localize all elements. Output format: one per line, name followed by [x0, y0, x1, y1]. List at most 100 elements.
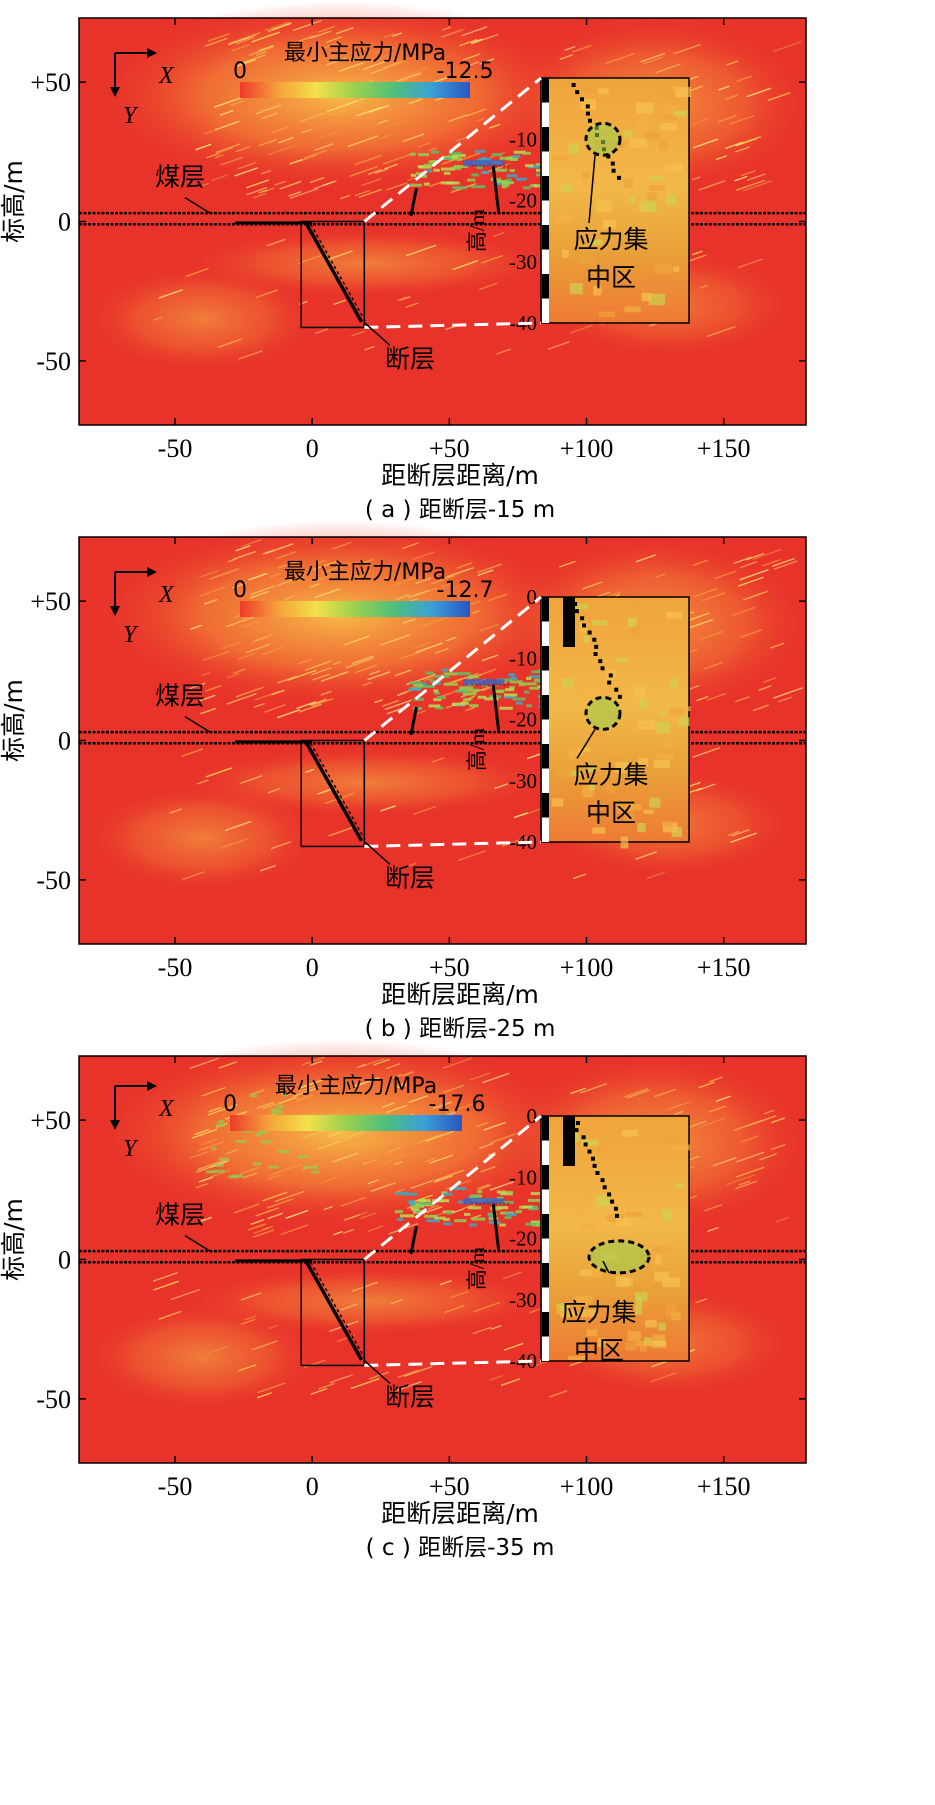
stress-streak	[479, 1142, 494, 1150]
stress-streak	[470, 33, 499, 45]
stress-streak	[674, 1110, 684, 1116]
inset-cell	[598, 311, 615, 317]
stress-streak	[427, 1204, 440, 1210]
stress-zone-fill	[586, 123, 620, 156]
zone-cell	[477, 1190, 483, 1194]
stress-streak	[304, 660, 332, 671]
stress-streak	[445, 636, 457, 642]
inset-cell	[569, 747, 585, 756]
inset-cell	[606, 753, 624, 763]
stress-streak	[353, 1077, 380, 1088]
zone-cell	[469, 704, 479, 708]
stress-streak	[383, 163, 398, 170]
inset-cell	[639, 698, 647, 710]
stress-streak	[261, 112, 278, 120]
stress-streak	[452, 672, 479, 683]
zone-cell	[297, 1155, 309, 1159]
inset-cell	[616, 1218, 631, 1226]
stress-streak	[235, 545, 251, 552]
stress-streak	[208, 568, 240, 580]
zone-cell	[453, 1187, 467, 1191]
zone-cell	[268, 1165, 279, 1169]
stress-streak	[255, 50, 267, 56]
zone-cell	[454, 153, 466, 157]
zone-cell	[501, 1200, 514, 1204]
inset-cell	[630, 804, 642, 811]
inset-cell	[652, 1246, 671, 1253]
zone-cell	[506, 1190, 513, 1194]
inset-cell	[636, 102, 654, 114]
stress-streak	[331, 541, 352, 550]
colorbar-max-label: -12.7	[437, 578, 494, 603]
stress-streak	[386, 707, 402, 715]
stress-streak	[742, 590, 769, 601]
stress-streak	[470, 38, 483, 44]
zone-cell	[476, 166, 483, 170]
stress-streak	[240, 538, 262, 548]
stress-streak	[296, 701, 317, 710]
stress-streak	[207, 33, 230, 42]
inset-cell	[665, 163, 683, 172]
inset-crack-dot	[607, 680, 612, 685]
stress-streak	[208, 1106, 222, 1113]
zone-cell	[488, 1217, 499, 1221]
y-axis-label: 标高/m	[0, 679, 28, 762]
inset-crack-dot	[573, 602, 578, 606]
inset-cell	[664, 1135, 679, 1145]
inset-cell	[625, 1342, 637, 1351]
stress-streak	[462, 74, 479, 82]
stress-streak	[402, 618, 416, 624]
stress-streak	[447, 566, 474, 578]
inset-cell	[620, 1278, 633, 1286]
zone-cell	[423, 163, 434, 167]
zone-cell	[255, 1133, 262, 1137]
x-axis-label: 距断层距离/m	[381, 980, 539, 1009]
inset-cell	[678, 717, 690, 727]
stress-streak	[385, 1104, 408, 1114]
stress-streak	[367, 671, 391, 681]
inset-scale-bar	[542, 1140, 549, 1165]
zone-cell	[499, 1192, 513, 1196]
zone-cell	[501, 183, 510, 187]
zone-cell	[508, 673, 516, 677]
zone-cell	[522, 682, 537, 686]
stress-streak	[201, 671, 211, 677]
inset-cell	[606, 1214, 624, 1222]
y-tick-label: 0	[58, 1246, 71, 1275]
inset-crack-dot	[583, 1142, 588, 1147]
zone-cell	[434, 691, 440, 695]
stress-streak	[309, 698, 327, 706]
stress-streak	[500, 1378, 521, 1387]
stress-streak	[692, 747, 721, 758]
stress-streak	[477, 569, 494, 577]
zone-cell	[421, 682, 427, 686]
stress-streak	[325, 250, 353, 261]
stress-streak	[237, 652, 255, 660]
zone-cell	[536, 168, 543, 172]
inset-cell	[582, 171, 590, 179]
stress-streak	[270, 1163, 302, 1176]
zone-cell	[445, 181, 460, 185]
stress-streak	[230, 99, 245, 107]
stress-streak	[220, 837, 249, 849]
stress-streak	[650, 1372, 677, 1383]
stress-streak	[301, 1163, 319, 1171]
zone-cell	[415, 1209, 425, 1213]
inset-cell	[656, 753, 674, 760]
zone-cell	[410, 1202, 424, 1206]
inset-scale-bar	[542, 274, 549, 299]
inset-crack-dot	[590, 1156, 595, 1161]
stress-streak	[739, 561, 757, 569]
stress-streak	[393, 1161, 403, 1166]
zone-cell	[503, 695, 515, 699]
zone-cell	[310, 1165, 319, 1169]
zone-cell	[448, 157, 463, 161]
stress-streak	[363, 60, 388, 70]
stress-streak	[771, 1117, 786, 1124]
stress-streak	[725, 94, 738, 101]
stress-streak	[714, 570, 737, 580]
zone-cell	[270, 1108, 282, 1112]
stress-streak	[323, 41, 341, 49]
stress-streak	[385, 1063, 401, 1070]
stress-streak	[736, 1151, 765, 1163]
